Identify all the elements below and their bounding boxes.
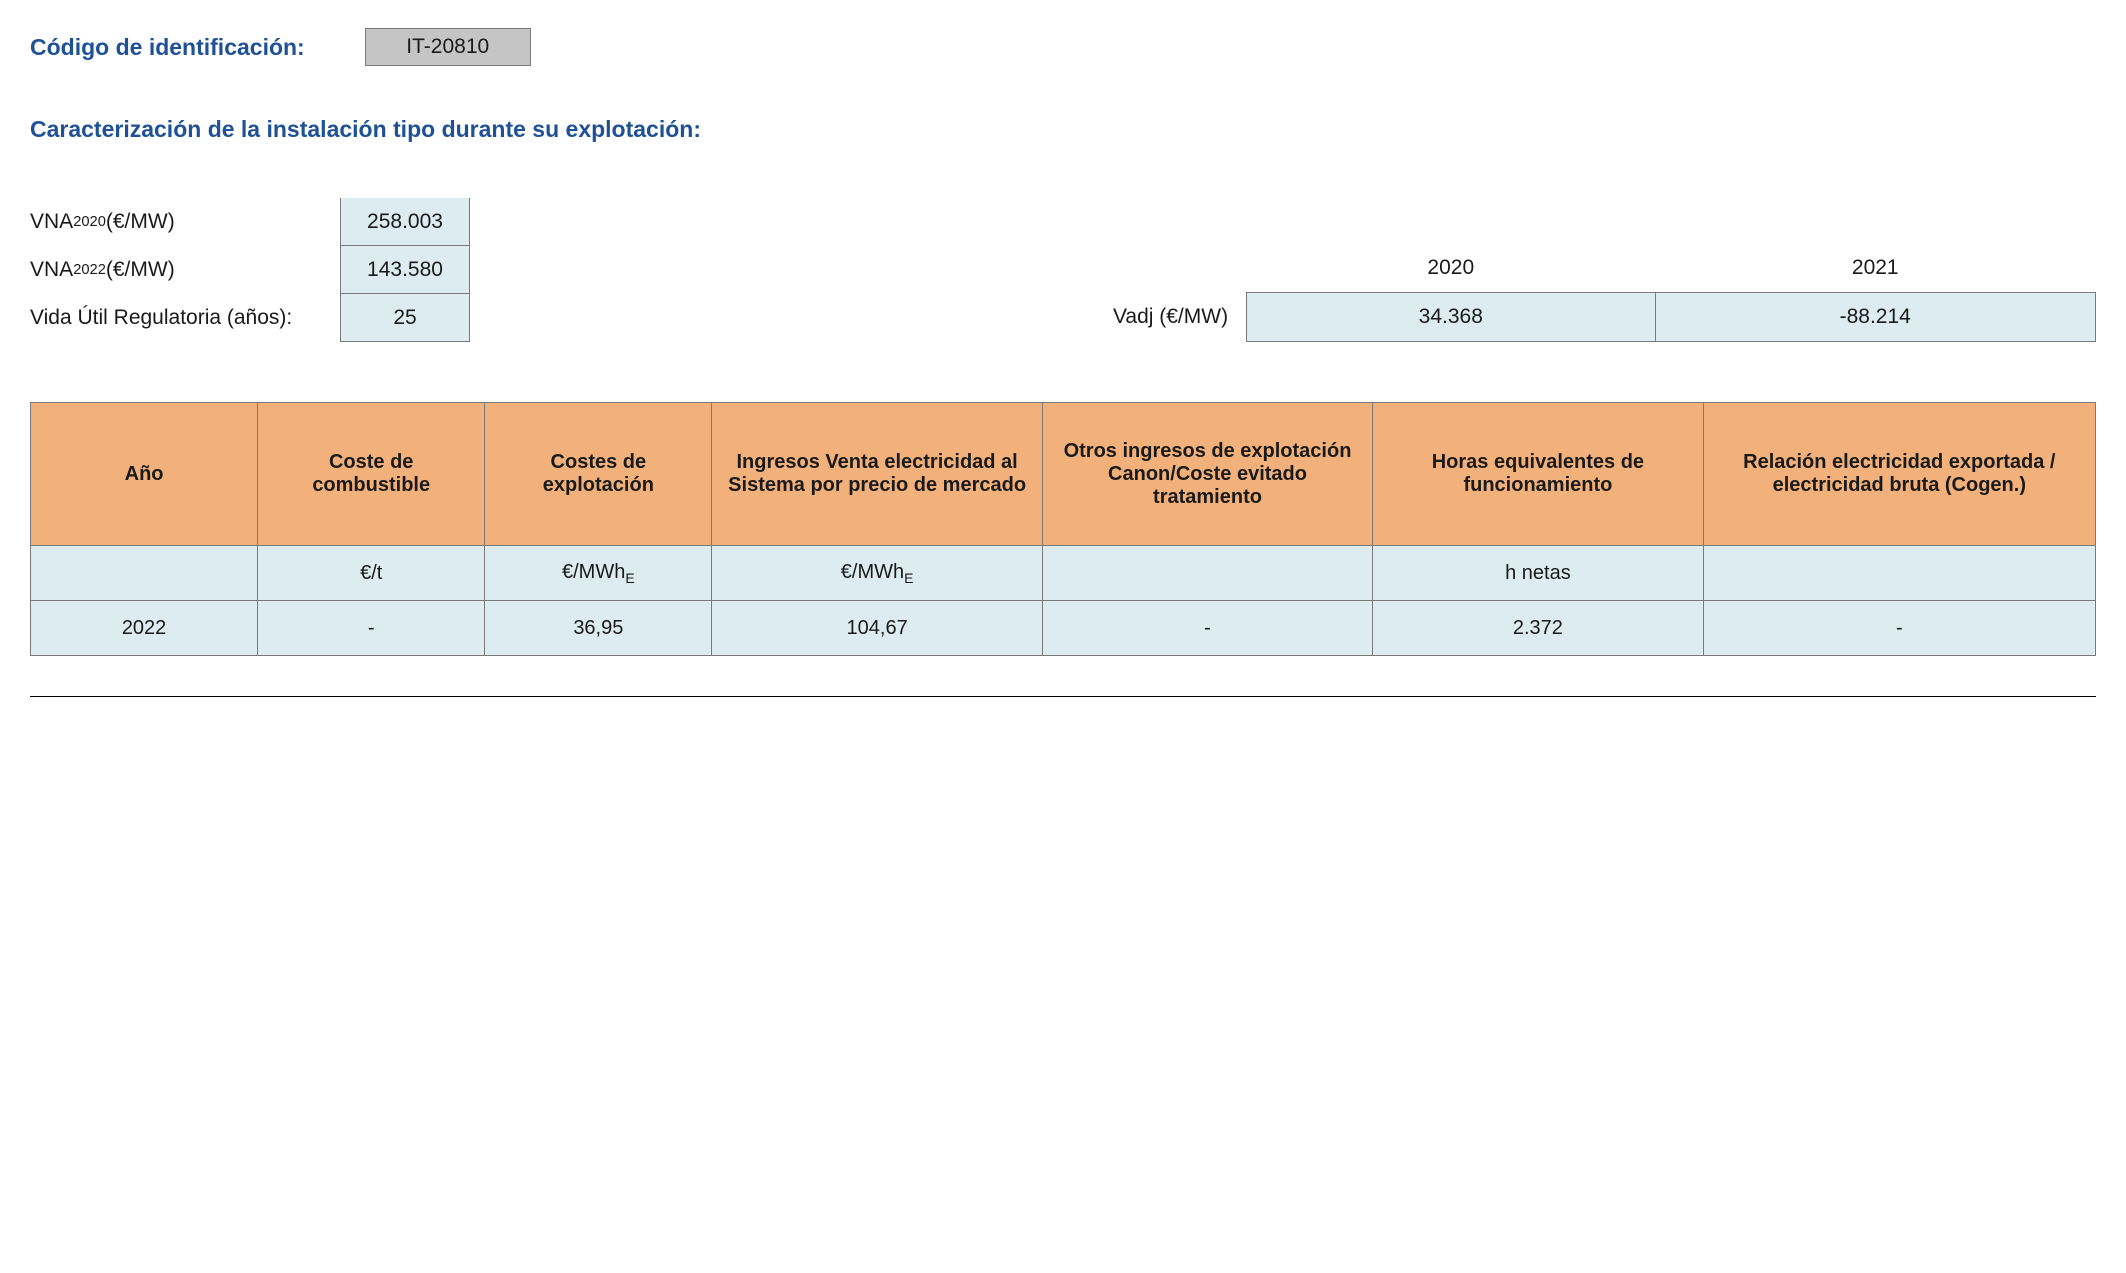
d-horas: 2.372	[1373, 601, 1703, 656]
h-rel: Relación electricidad exportada / electr…	[1703, 403, 2095, 546]
d-otros: -	[1042, 601, 1372, 656]
vadj-year-2: 2021	[1655, 244, 2096, 293]
vida-label: Vida Útil Regulatoria (años):	[30, 294, 340, 342]
u-ing-pre: €/MWh	[841, 561, 904, 583]
vna2020-post: (€/MW)	[106, 210, 175, 234]
h-exp: Costes de explotación	[485, 403, 712, 546]
u-exp: €/MWhE	[485, 546, 712, 601]
section-title: Caracterización de la instalación tipo d…	[30, 116, 2096, 143]
vadj-table: 2020 2021 Vadj (€/MW) 34.368 -88.214	[580, 244, 2096, 342]
vna2022-label: VNA2022 (€/MW)	[30, 246, 340, 294]
vadj-value-1: 34.368	[1247, 293, 1655, 342]
u-comb: €/t	[258, 546, 485, 601]
d-comb: -	[258, 601, 485, 656]
vna2022-pre: VNA	[30, 258, 73, 282]
vadj-value-2: -88.214	[1655, 293, 2096, 342]
u-exp-pre: €/MWh	[562, 561, 625, 583]
u-ing-sub: E	[904, 570, 913, 586]
vadj-block: 2020 2021 Vadj (€/MW) 34.368 -88.214	[580, 244, 2096, 342]
h-ing: Ingresos Venta electricidad al Sistema p…	[712, 403, 1042, 546]
vna2020-sub: 2020	[73, 214, 106, 230]
d-ing: 104,67	[712, 601, 1042, 656]
u-ing: €/MWhE	[712, 546, 1042, 601]
u-rel	[1703, 546, 2095, 601]
vna2022-value: 143.580	[340, 246, 470, 294]
d-rel: -	[1703, 601, 2095, 656]
vna2020-label: VNA2020 (€/MW)	[30, 198, 340, 246]
vadj-year-1: 2020	[1247, 244, 1655, 293]
u-ano	[31, 546, 258, 601]
h-ano: Año	[31, 403, 258, 546]
codigo-label: Código de identificación:	[30, 34, 305, 61]
vida-value: 25	[340, 294, 470, 342]
u-otros	[1042, 546, 1372, 601]
h-comb: Coste de combustible	[258, 403, 485, 546]
d-exp: 36,95	[485, 601, 712, 656]
vna2022-post: (€/MW)	[106, 258, 175, 282]
codigo-value: IT-20810	[365, 28, 531, 66]
main-table: Año Coste de combustible Costes de explo…	[30, 402, 2096, 656]
main-data-row: 2022 - 36,95 104,67 - 2.372 -	[31, 601, 2096, 656]
vna2020-pre: VNA	[30, 210, 73, 234]
u-horas: h netas	[1373, 546, 1703, 601]
params-block: VNA2020 (€/MW) 258.003 VNA2022 (€/MW) 14…	[30, 198, 2096, 342]
h-otros: Otros ingresos de explotación Canon/Cost…	[1042, 403, 1372, 546]
vadj-label: Vadj (€/MW)	[580, 293, 1247, 342]
u-exp-sub: E	[625, 570, 634, 586]
main-units-row: €/t €/MWhE €/MWhE h netas	[31, 546, 2096, 601]
vna2022-sub: 2022	[73, 262, 106, 278]
vadj-spacer	[580, 244, 1247, 293]
h-horas: Horas equivalentes de funcionamiento	[1373, 403, 1703, 546]
vna2020-value: 258.003	[340, 198, 470, 246]
params-left: VNA2020 (€/MW) 258.003 VNA2022 (€/MW) 14…	[30, 198, 470, 342]
main-header-row: Año Coste de combustible Costes de explo…	[31, 403, 2096, 546]
divider	[30, 696, 2096, 697]
codigo-row: Código de identificación: IT-20810	[30, 28, 2096, 66]
d-ano: 2022	[31, 601, 258, 656]
